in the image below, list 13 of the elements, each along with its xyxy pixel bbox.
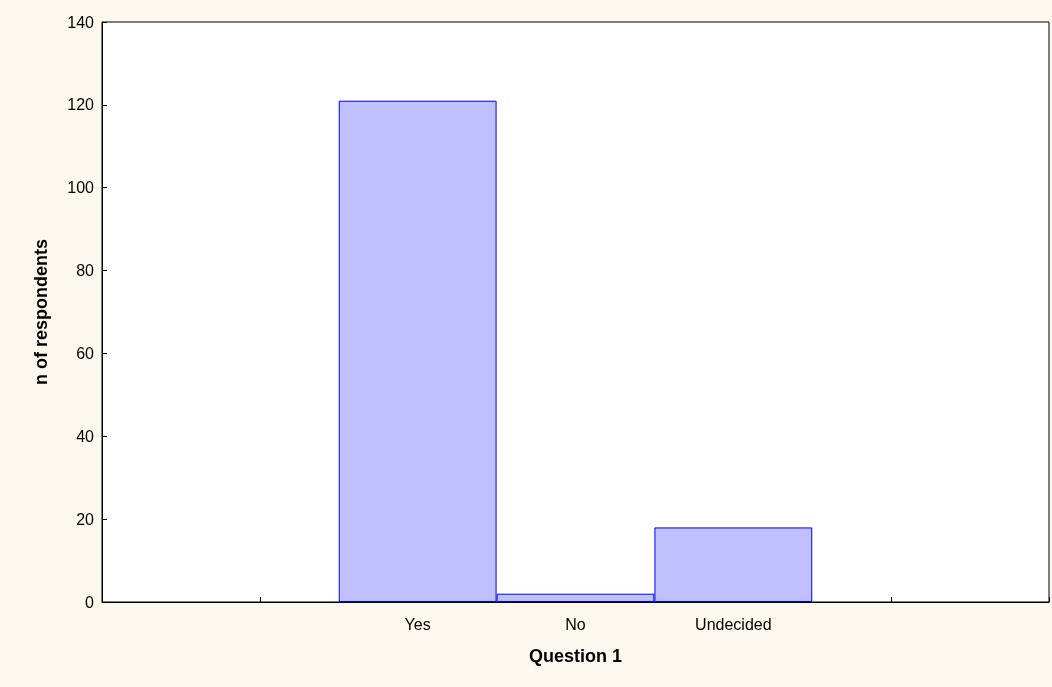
- y-tick-label: 60: [76, 344, 95, 362]
- x-tick-label: Undecided: [695, 615, 772, 633]
- x-axis-title: Question 1: [528, 646, 623, 666]
- y-tick-label: 140: [67, 13, 95, 31]
- x-tick-label: No: [565, 615, 586, 633]
- x-tick-label: Yes: [404, 615, 431, 633]
- y-tick-label: 20: [76, 510, 95, 528]
- y-axis-title: n of respondents: [31, 238, 51, 386]
- y-tick-label: 0: [85, 593, 95, 611]
- y-tick-label: 80: [76, 262, 95, 280]
- y-tick-label: 40: [76, 427, 95, 445]
- y-tick-label: 100: [67, 179, 95, 197]
- y-tick-label: 120: [67, 96, 95, 114]
